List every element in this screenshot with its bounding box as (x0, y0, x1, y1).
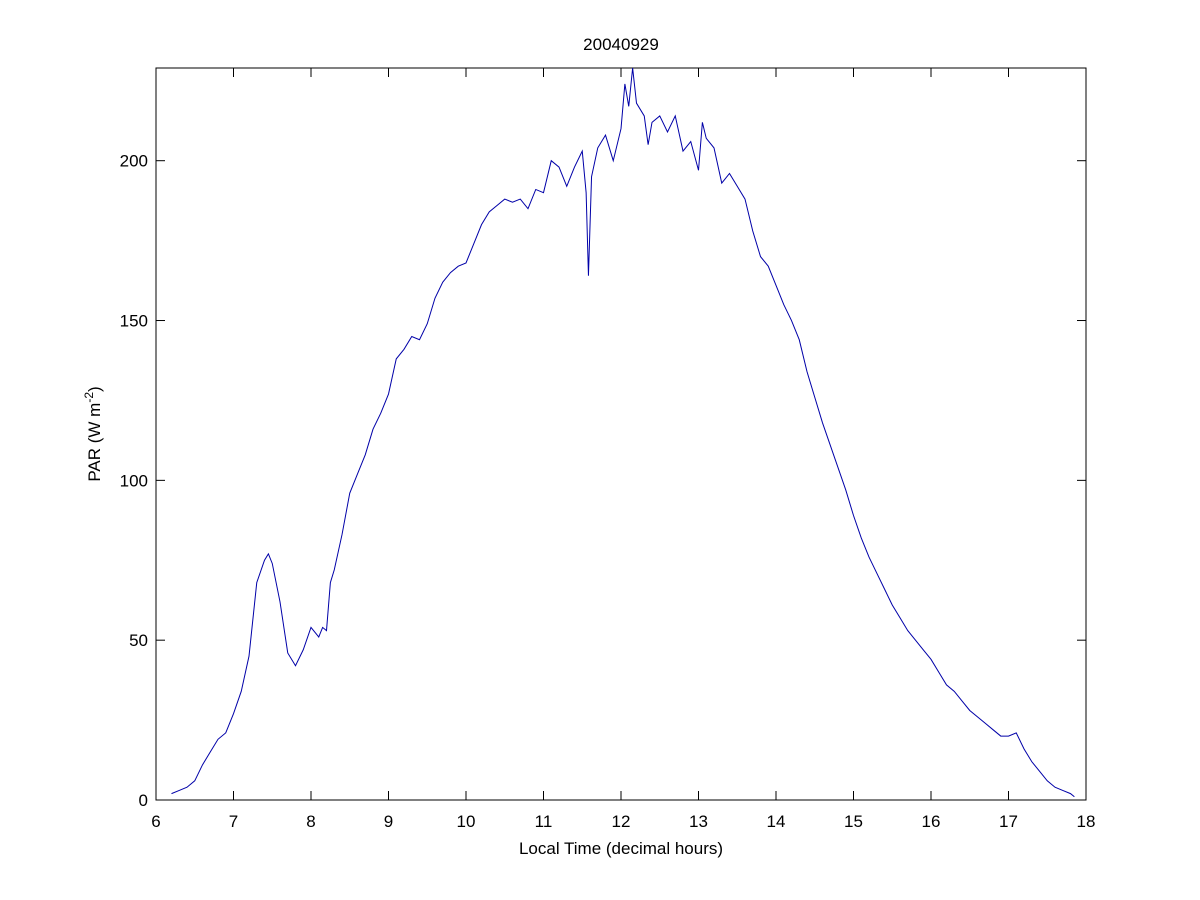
y-tick-label: 150 (120, 312, 148, 331)
x-tick-label: 9 (384, 812, 393, 831)
y-tick-label: 100 (120, 471, 148, 490)
y-axis-label-text: ) (85, 386, 104, 392)
x-tick-label: 7 (229, 812, 238, 831)
y-tick-label: 200 (120, 152, 148, 171)
x-tick-label: 11 (535, 812, 553, 831)
y-tick-label: 0 (139, 791, 148, 810)
x-tick-label: 14 (767, 812, 786, 831)
y-tick-label: 50 (129, 631, 148, 650)
x-tick-label: 12 (612, 812, 631, 831)
plot-frame (155, 67, 1087, 801)
x-axis-label: Local Time (decimal hours) (519, 839, 723, 858)
x-tick-label: 6 (151, 812, 160, 831)
x-tick-label: 8 (306, 812, 315, 831)
y-axis-label: PAR (W m-2) (82, 386, 104, 481)
data-line (171, 67, 1075, 798)
x-tick-label: 15 (844, 812, 863, 831)
x-tick-label: 10 (457, 812, 476, 831)
x-tick-label: 16 (922, 812, 941, 831)
x-tick-label: 18 (1077, 812, 1096, 831)
chart-title: 20040929 (583, 35, 659, 54)
x-tick-label: 13 (689, 812, 708, 831)
y-axis-label-superscript: -2 (82, 392, 96, 403)
y-axis-label-text: PAR (W m (85, 403, 104, 482)
x-tick-label: 17 (999, 812, 1018, 831)
